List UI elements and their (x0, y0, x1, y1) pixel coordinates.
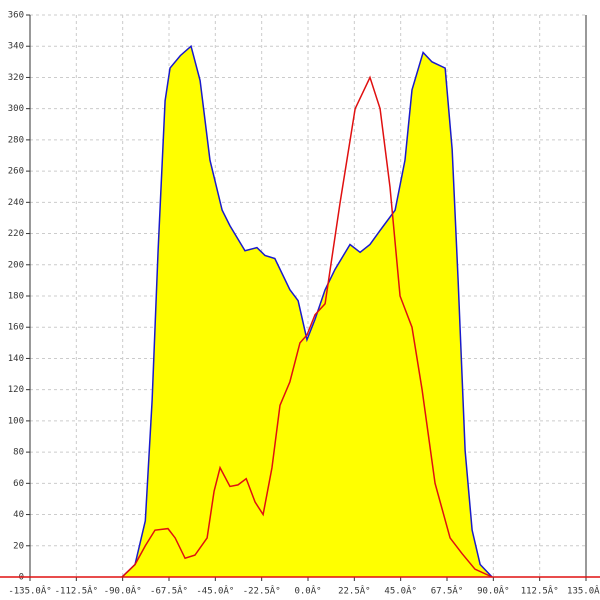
y-tick-label: 220 (8, 229, 24, 239)
y-tick-label: 200 (8, 260, 24, 270)
x-tick-label: -67.5Â° (150, 585, 188, 597)
y-tick-label: 240 (8, 198, 24, 208)
area-outline (121, 44, 493, 578)
y-tick-label: 160 (8, 323, 24, 333)
y-tick-label: 40 (13, 510, 24, 520)
x-tick-label: 90.0Â° (477, 585, 510, 597)
x-tick-label: -135.0Â° (8, 585, 51, 597)
x-tick-label: -22.5Â° (243, 585, 281, 597)
y-tick-label: 260 (8, 167, 24, 177)
y-tick-label: 340 (8, 42, 24, 52)
y-tick-label: 320 (8, 73, 24, 83)
y-tick-label: 20 (13, 541, 24, 551)
y-tick-label: 100 (8, 416, 24, 426)
y-tick-label: 280 (8, 135, 24, 145)
x-tick-label: -45.0Â° (196, 585, 234, 597)
x-tick-label: 45.0Â° (384, 585, 417, 597)
y-tick-label: 300 (8, 104, 24, 114)
y-tick-label: 60 (13, 479, 24, 489)
x-tick-label: 67.5Â° (431, 585, 464, 597)
x-tick-label: -90.0Â° (104, 585, 142, 597)
area (122, 46, 493, 577)
x-tick-label: 22.5Â° (338, 585, 371, 597)
x-tick-label: 0.0Â° (294, 585, 321, 597)
y-tick-label: 80 (13, 448, 24, 458)
x-tick-label: 135.0Â° (567, 585, 600, 597)
x-tick-label: -112.5Â° (55, 585, 98, 597)
y-tick-label: 360 (8, 11, 24, 21)
y-tick-label: 180 (8, 292, 24, 302)
y-tick-label: 140 (8, 354, 24, 364)
x-tick-label: 112.5Â° (521, 585, 559, 597)
line (121, 75, 493, 578)
y-tick-label: 120 (8, 385, 24, 395)
